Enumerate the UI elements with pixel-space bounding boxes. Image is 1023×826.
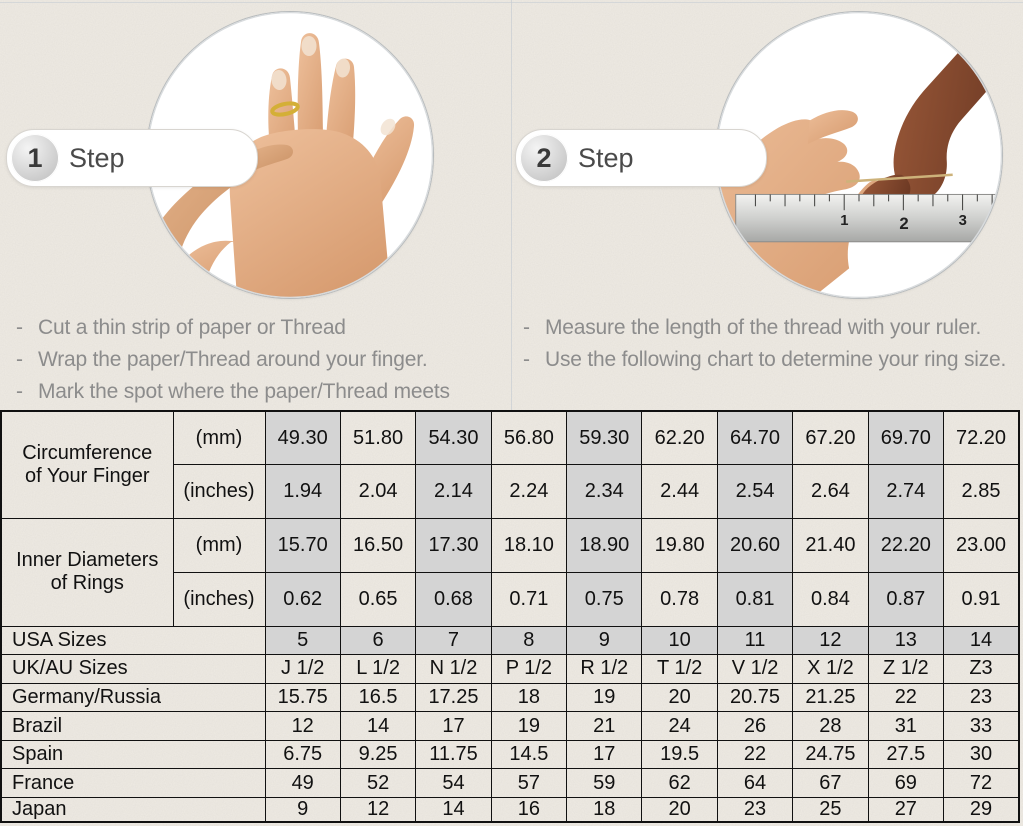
svg-text:3: 3 <box>959 213 967 229</box>
svg-text:1: 1 <box>840 213 848 229</box>
svg-text:2: 2 <box>899 214 908 233</box>
